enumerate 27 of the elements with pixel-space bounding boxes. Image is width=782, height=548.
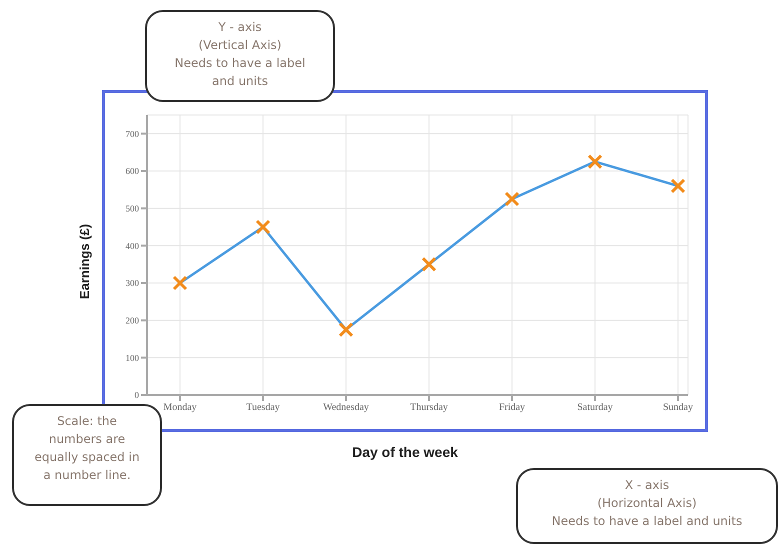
x-tick-label: Thursday: [410, 402, 448, 414]
x-tick-label: Friday: [498, 402, 526, 414]
x-tick-label: Saturday: [577, 402, 613, 414]
y-tick-label: 600: [126, 166, 140, 176]
x-tick-label: Monday: [163, 402, 197, 414]
point: [504, 192, 520, 206]
text: X - axis (Horizontal Axis) Needs to have a label and units: [516, 468, 778, 544]
text: Y - axis (Vertical Axis) Needs to have a label and units: [145, 10, 335, 102]
text: Scale: the numbers are equally spaced in a number line.: [12, 404, 162, 506]
y-tick-label: 0: [134, 390, 140, 400]
x-tick-label: Tuesday: [246, 402, 280, 414]
y-tick-label: 100: [126, 352, 140, 363]
y-tick-label: 700: [126, 128, 140, 139]
y-tick-label: 200: [126, 316, 140, 326]
y-tick-label: 500: [126, 204, 140, 214]
y-tick-label: 300: [126, 278, 140, 288]
point: [172, 276, 188, 290]
x-tick-label: Sunday: [663, 402, 693, 414]
x-axis-title: Day of the week: [352, 444, 458, 460]
point: [670, 178, 686, 194]
point: [256, 220, 270, 234]
point: [422, 256, 436, 272]
y-axis-title: Earnings (£): [78, 223, 92, 299]
point: [338, 322, 354, 338]
x-tick-label: Wednesday: [323, 402, 369, 414]
point: [588, 154, 602, 170]
y-tick-label: 400: [126, 240, 140, 251]
